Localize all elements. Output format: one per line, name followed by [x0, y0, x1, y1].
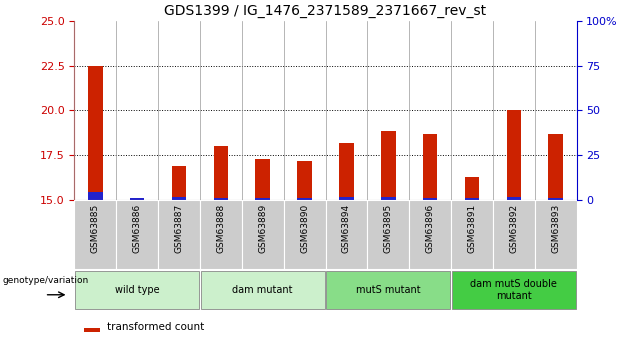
Title: GDS1399 / IG_1476_2371589_2371667_rev_st: GDS1399 / IG_1476_2371589_2371667_rev_st: [164, 4, 487, 18]
Bar: [451, 200, 493, 269]
Bar: [381, 197, 396, 200]
Bar: [367, 200, 409, 269]
Bar: [213, 146, 228, 200]
Text: dam mutant: dam mutant: [232, 285, 293, 295]
Bar: [534, 200, 577, 269]
Bar: [381, 131, 396, 200]
Text: GSM63886: GSM63886: [133, 204, 142, 253]
Text: GSM63890: GSM63890: [300, 204, 309, 253]
Bar: [339, 197, 354, 200]
Text: mutS mutant: mutS mutant: [356, 285, 420, 295]
Bar: [339, 143, 354, 200]
Bar: [326, 200, 367, 269]
Text: transformed count: transformed count: [107, 322, 205, 332]
Bar: [201, 271, 325, 309]
Bar: [172, 197, 187, 200]
Bar: [213, 198, 228, 200]
Bar: [423, 198, 438, 200]
Bar: [297, 198, 312, 200]
Text: GSM63893: GSM63893: [551, 204, 560, 253]
Bar: [88, 66, 103, 200]
Text: GSM63894: GSM63894: [342, 204, 351, 253]
Bar: [548, 134, 563, 200]
Bar: [172, 166, 187, 200]
Bar: [130, 198, 144, 200]
Bar: [255, 159, 270, 200]
Text: GSM63895: GSM63895: [384, 204, 393, 253]
Bar: [507, 197, 521, 200]
Bar: [409, 200, 451, 269]
Text: GSM63891: GSM63891: [467, 204, 477, 253]
Bar: [255, 198, 270, 200]
Bar: [452, 271, 576, 309]
Text: wild type: wild type: [115, 285, 159, 295]
Bar: [116, 200, 158, 269]
Bar: [283, 200, 326, 269]
Bar: [507, 110, 521, 200]
Text: GSM63888: GSM63888: [216, 204, 226, 253]
Bar: [130, 198, 144, 200]
Bar: [548, 198, 563, 200]
Text: GSM63889: GSM63889: [258, 204, 267, 253]
Bar: [158, 200, 200, 269]
Bar: [464, 177, 479, 200]
Bar: [88, 192, 103, 200]
Text: GSM63896: GSM63896: [425, 204, 435, 253]
Bar: [75, 271, 199, 309]
Bar: [326, 271, 450, 309]
Bar: [200, 200, 242, 269]
Bar: [493, 200, 534, 269]
Text: GSM63887: GSM63887: [174, 204, 184, 253]
Bar: [242, 200, 283, 269]
Bar: [297, 161, 312, 200]
Text: dam mutS double
mutant: dam mutS double mutant: [471, 279, 557, 300]
Text: GSM63892: GSM63892: [509, 204, 518, 253]
Bar: [84, 328, 99, 332]
Bar: [423, 134, 438, 200]
Bar: [74, 200, 117, 269]
Text: GSM63885: GSM63885: [91, 204, 100, 253]
Text: genotype/variation: genotype/variation: [3, 276, 89, 285]
Bar: [464, 198, 479, 200]
